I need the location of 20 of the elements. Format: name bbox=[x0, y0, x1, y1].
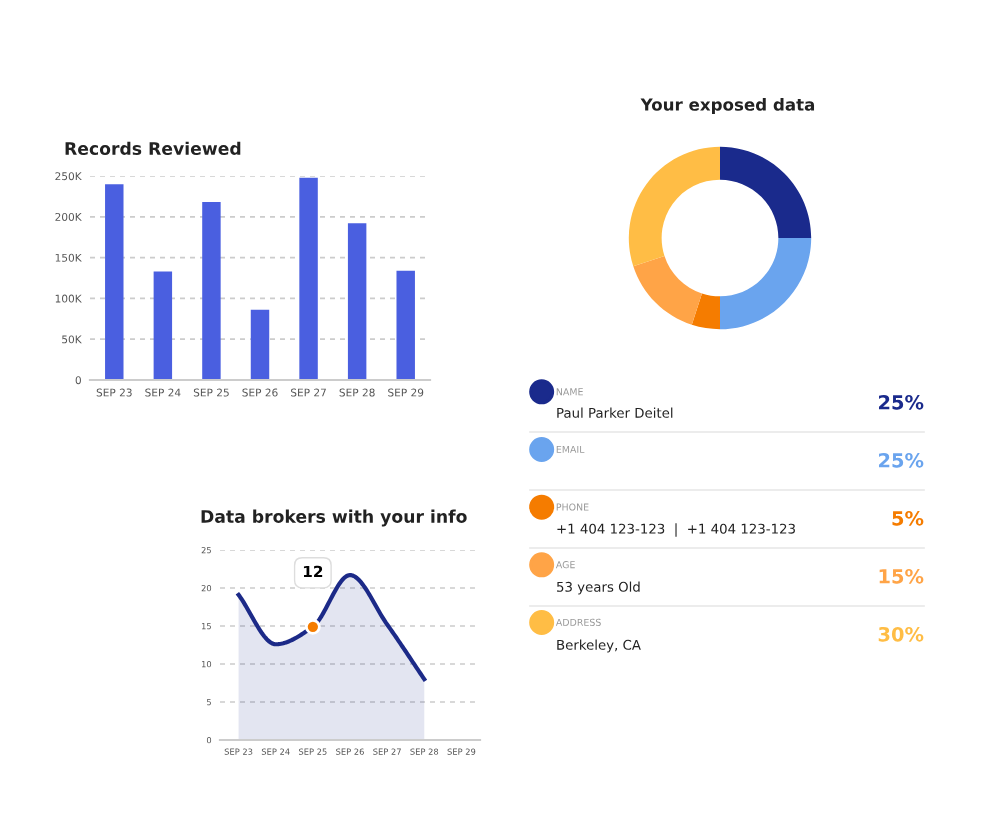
bar bbox=[105, 184, 124, 380]
chart-title: Records Reviewed bbox=[65, 141, 241, 155]
bar bbox=[347, 223, 367, 380]
data-label: 15% bbox=[879, 568, 924, 584]
chart-title: Your exposed data bbox=[640, 97, 815, 115]
bar bbox=[396, 270, 415, 380]
chart-title: Data brokers with your info bbox=[201, 509, 467, 527]
bar bbox=[299, 177, 318, 380]
bar bbox=[202, 202, 221, 380]
donut-slice bbox=[691, 293, 720, 330]
donut-slice bbox=[628, 146, 720, 267]
bar bbox=[250, 309, 270, 380]
donut-slice bbox=[720, 238, 812, 330]
data-label: 30% bbox=[878, 626, 924, 642]
data-label: 5% bbox=[892, 510, 924, 526]
donut-slice bbox=[633, 256, 702, 325]
data-label: 25% bbox=[879, 394, 924, 410]
bar bbox=[153, 271, 173, 380]
donut-slice bbox=[720, 146, 812, 238]
data-label: 25% bbox=[879, 452, 924, 468]
